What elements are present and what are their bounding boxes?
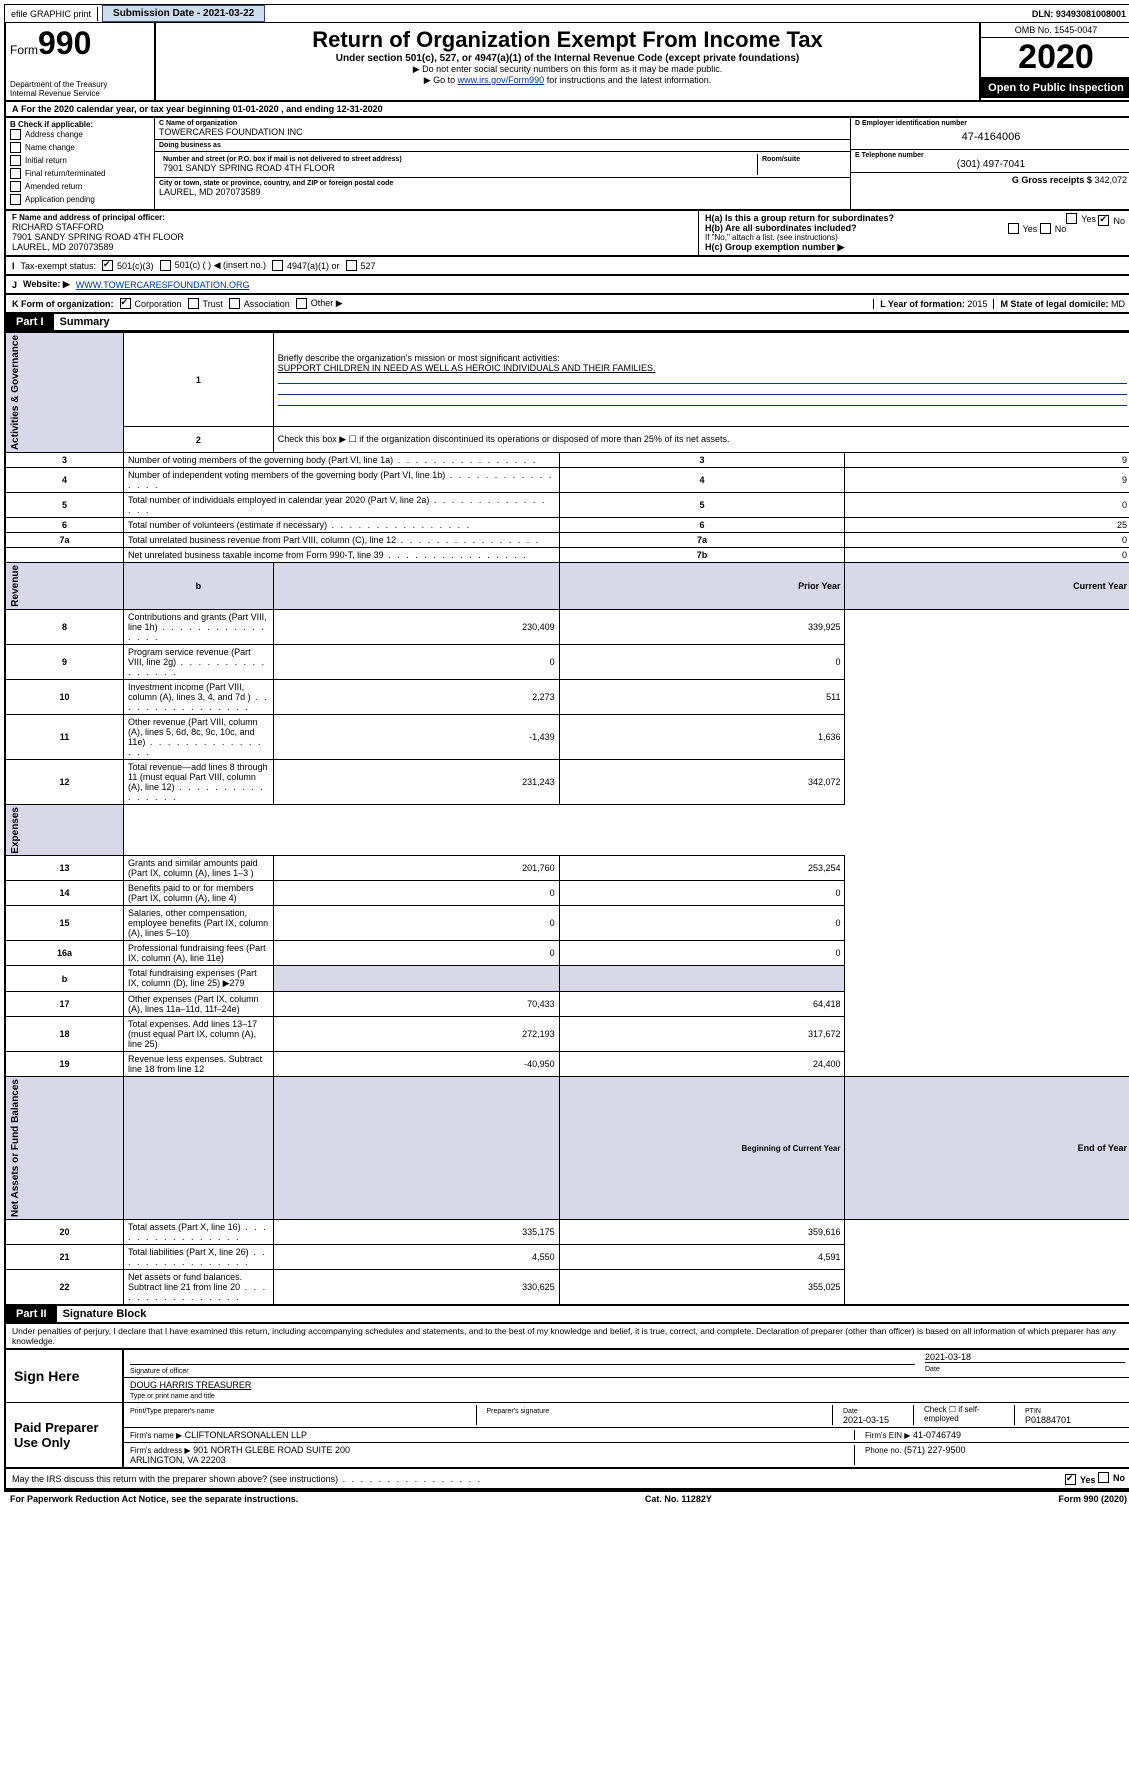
officer-name: DOUG HARRIS TREASURER [130, 1380, 251, 1390]
line-k: K Form of organization: Corporation Trus… [4, 295, 1129, 314]
line-j: JWebsite: ▶ WWW.TOWERCARESFOUNDATION.ORG [4, 276, 1129, 295]
page-footer: For Paperwork Reduction Act Notice, see … [4, 1490, 1129, 1506]
top-toolbar: efile GRAPHIC print Submission Date - 20… [4, 4, 1129, 23]
check-name-change[interactable]: Name change [10, 142, 75, 153]
check-final-return-terminated[interactable]: Final return/terminated [10, 168, 105, 179]
signature-section: Sign Here Signature of officer 2021-03-1… [4, 1350, 1129, 1469]
org-address: 7901 SANDY SPRING ROAD 4TH FLOOR [163, 163, 753, 173]
part-i-tag: Part I [6, 314, 54, 330]
principal-officer: RICHARD STAFFORD 7901 SANDY SPRING ROAD … [12, 222, 692, 252]
dept-label: Department of the Treasury Internal Reve… [10, 80, 150, 98]
tax-year: 2020 [981, 38, 1129, 78]
year-formation: 2015 [967, 299, 987, 309]
corp-checkbox[interactable] [120, 298, 131, 309]
org-name: TOWERCARES FOUNDATION INC [159, 127, 846, 137]
form-title: Return of Organization Exempt From Incom… [160, 27, 975, 53]
efile-label: efile GRAPHIC print [5, 7, 98, 21]
form-subtitle: Under section 501(c), 527, or 4947(a)(1)… [160, 53, 975, 64]
ptin: P01884701 [1025, 1415, 1071, 1425]
firm-ein: 41-0746749 [913, 1430, 961, 1440]
ein: 47-4164006 [855, 127, 1127, 147]
form-number: 990 [38, 25, 91, 61]
website-link[interactable]: WWW.TOWERCARESFOUNDATION.ORG [76, 280, 250, 290]
form-prefix: Form [10, 43, 38, 57]
sign-date: 2021-03-18 [925, 1352, 1125, 1363]
line-i: ITax-exempt status: 501(c)(3) 501(c) ( )… [4, 257, 1129, 276]
form-header: Form990 Department of the Treasury Inter… [4, 23, 1129, 102]
line-a: A For the 2020 calendar year, or tax yea… [4, 102, 1129, 118]
check-initial-return[interactable]: Initial return [10, 155, 67, 166]
check-address-change[interactable]: Address change [10, 129, 83, 140]
mission: SUPPORT CHILDREN IN NEED AS WELL AS HERO… [278, 363, 656, 373]
omb-number: OMB No. 1545-0047 [981, 23, 1129, 38]
501c3-checkbox[interactable] [102, 260, 113, 271]
check-amended-return[interactable]: Amended return [10, 181, 82, 192]
state-domicile: MD [1111, 299, 1125, 309]
section-c: C Name of organizationTOWERCARES FOUNDAT… [155, 118, 850, 209]
firm-name: CLIFTONLARSONALLEN LLP [185, 1430, 307, 1440]
irs-link[interactable]: www.irs.gov/Form990 [458, 75, 545, 85]
section-b: B Check if applicable: Address change Na… [6, 118, 155, 209]
group-return-no-checkbox[interactable] [1098, 215, 1109, 226]
firm-phone: (571) 227-9500 [904, 1445, 966, 1455]
summary-table: Activities & Governance 1Briefly describ… [4, 332, 1129, 1306]
part-ii-tag: Part II [6, 1306, 57, 1322]
header-block: B Check if applicable: Address change Na… [4, 118, 1129, 211]
org-city: LAUREL, MD 207073589 [159, 187, 846, 197]
open-inspection: Open to Public Inspection [981, 78, 1129, 98]
form-note1: ▶ Do not enter social security numbers o… [160, 64, 975, 75]
discuss-yes-checkbox[interactable] [1065, 1474, 1076, 1485]
gross-receipts: 342,072 [1094, 175, 1127, 185]
submission-date-button[interactable]: Submission Date - 2021-03-22 [102, 5, 265, 22]
dln-label: DLN: 93493081008001 [1026, 7, 1129, 21]
phone: (301) 497-7041 [855, 159, 1127, 170]
check-application-pending[interactable]: Application pending [10, 194, 95, 205]
perjury-text: Under penalties of perjury, I declare th… [4, 1324, 1129, 1350]
